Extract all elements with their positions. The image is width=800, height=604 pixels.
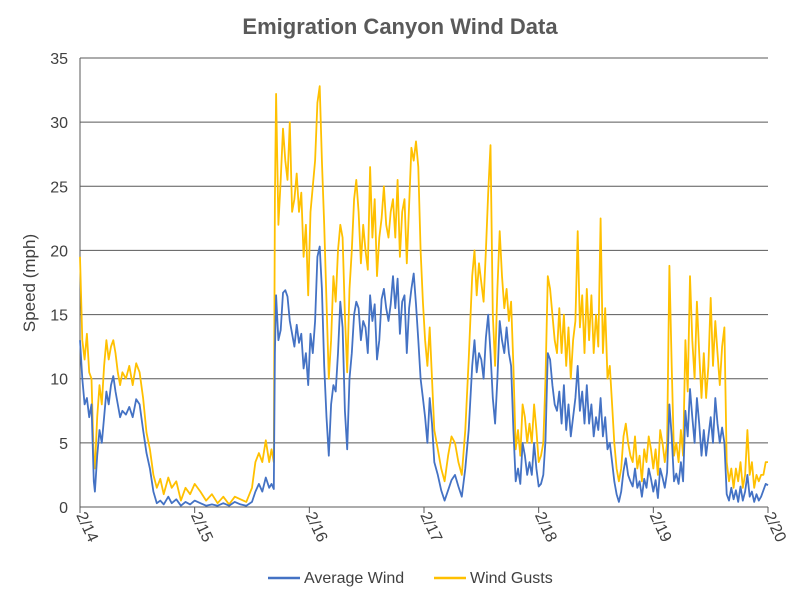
y-tick-label: 0 xyxy=(59,500,68,517)
series-lines xyxy=(79,85,769,507)
x-tick-label: 2/19 xyxy=(646,510,675,545)
x-tick-label: 2/15 xyxy=(187,510,216,545)
x-axis-ticks: 2/14 2/15 2/16 2/17 2/18 2/19 2/20 xyxy=(72,507,789,545)
y-tick-label: 30 xyxy=(50,115,68,132)
x-tick-label: 2/20 xyxy=(760,510,789,545)
series-line-0 xyxy=(79,245,769,507)
x-tick-label: 2/14 xyxy=(72,510,101,545)
chart-title: Emigration Canyon Wind Data xyxy=(242,14,558,39)
x-tick-label: 2/16 xyxy=(302,510,331,545)
y-tick-label: 25 xyxy=(50,179,68,196)
x-tick-label: 2/18 xyxy=(531,510,560,545)
legend-label: Average Wind xyxy=(304,570,404,587)
y-axis-title: Speed (mph) xyxy=(20,234,39,332)
x-tick-label: 2/17 xyxy=(416,510,445,545)
legend: Average Wind Wind Gusts xyxy=(268,570,553,587)
y-axis-ticks: 0 5 10 15 20 25 30 35 xyxy=(50,51,68,517)
y-tick-label: 10 xyxy=(50,372,68,389)
y-tick-label: 15 xyxy=(50,308,68,325)
gridlines xyxy=(79,57,768,508)
series-line-1 xyxy=(79,85,768,506)
legend-label: Wind Gusts xyxy=(470,570,553,587)
y-tick-label: 5 xyxy=(59,436,68,453)
y-tick-label: 20 xyxy=(50,243,68,260)
y-tick-label: 35 xyxy=(50,51,68,68)
